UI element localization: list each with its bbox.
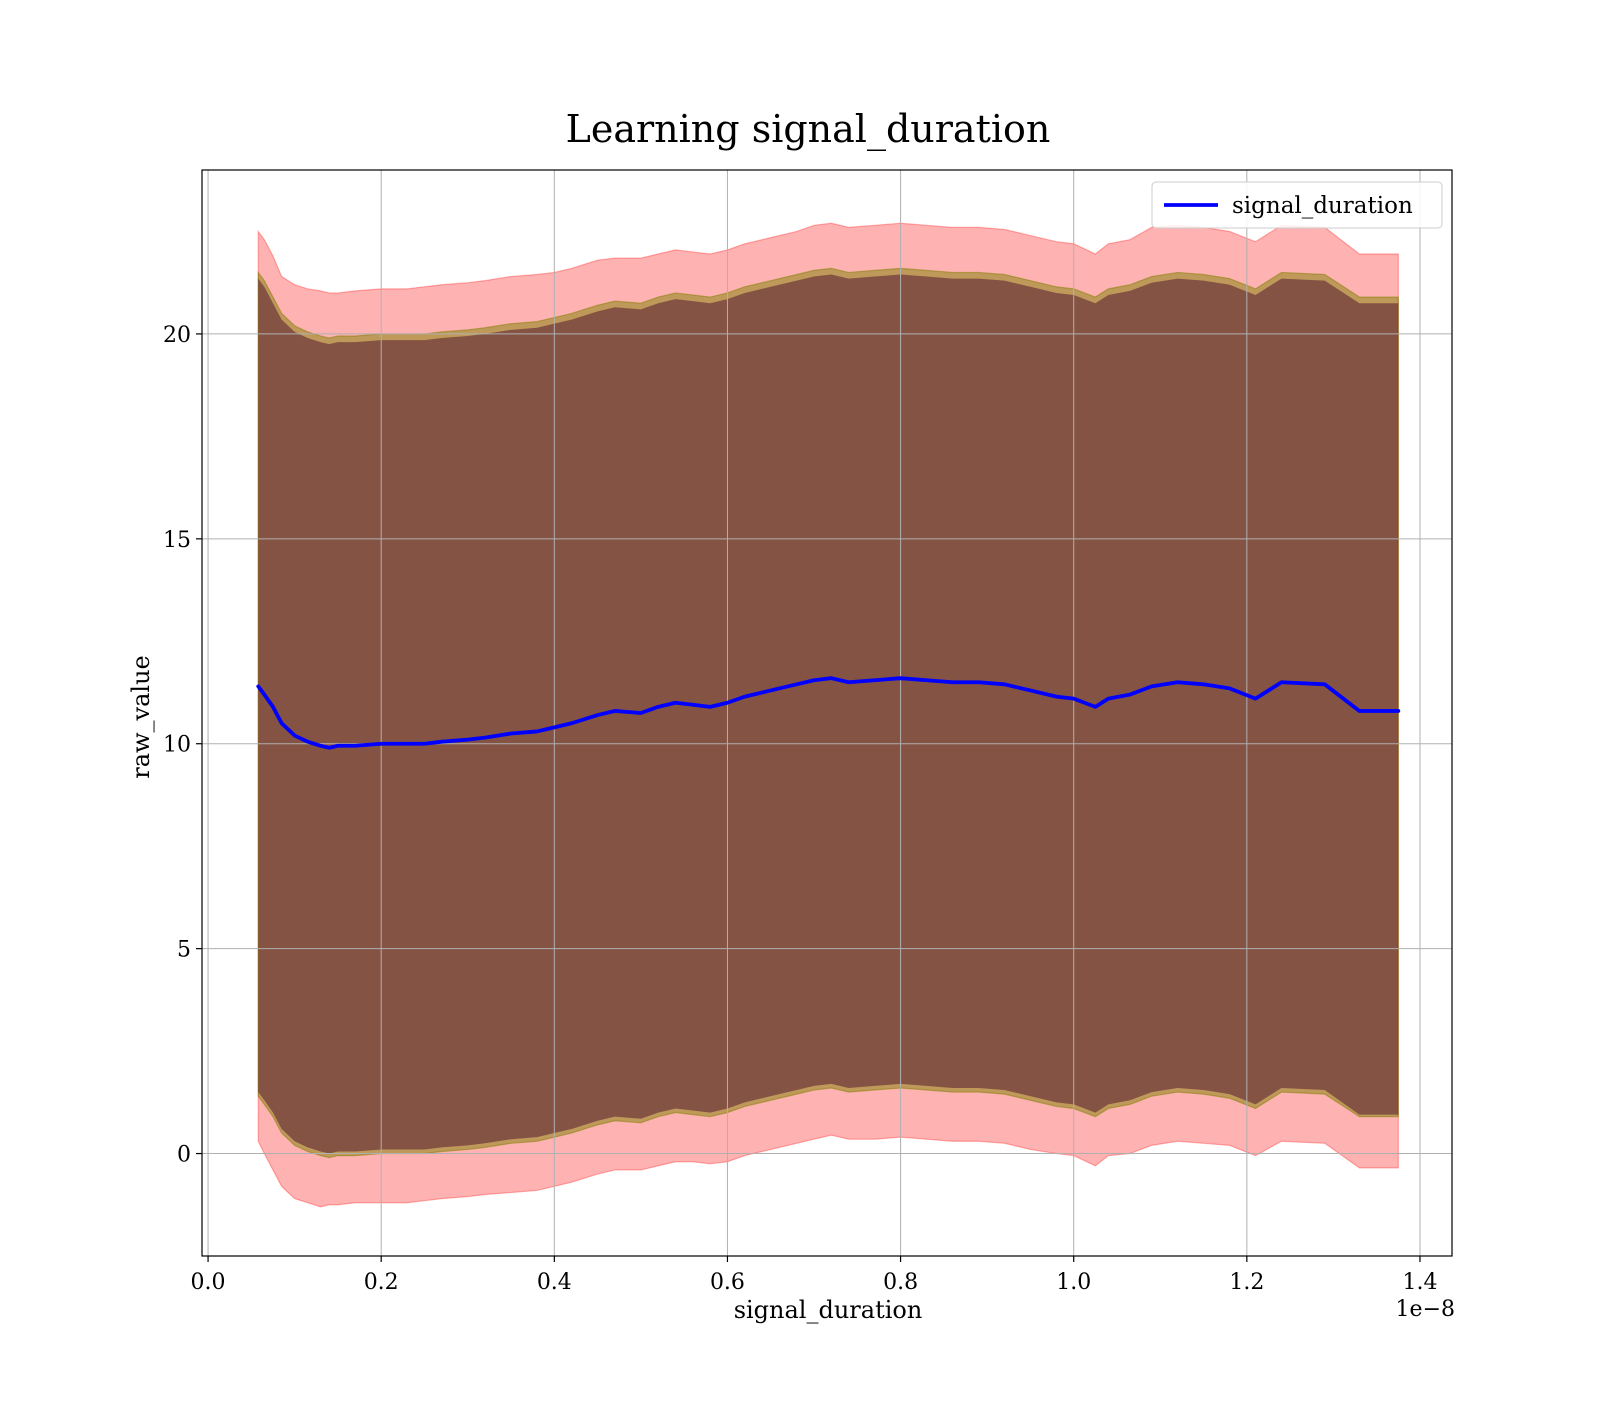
legend-box (1151, 181, 1443, 229)
axes-frame (201, 169, 1453, 1257)
x-tick-label: 0.0 (191, 1270, 226, 1295)
chart-legend: signal_duration (1151, 181, 1443, 229)
x-tick-label: 0.2 (364, 1270, 399, 1295)
x-axis-label: signal_duration (734, 1296, 923, 1324)
x-tick-label: 0.6 (710, 1270, 745, 1295)
y-tick-label: 10 (163, 733, 191, 758)
chart-title: Learning signal_duration (566, 107, 1051, 152)
y-tick-label: 20 (163, 323, 191, 348)
x-tick-label: 0.8 (883, 1270, 918, 1295)
x-tick-label: 0.4 (537, 1270, 572, 1295)
y-tick-label: 15 (163, 528, 191, 553)
legend-label-signal-duration: signal_duration (1232, 193, 1413, 219)
inner-confidence-band (258, 274, 1399, 1154)
x-tick-label: 1.2 (1229, 1270, 1264, 1295)
x-tick-label: 1.0 (1056, 1270, 1091, 1295)
x-axis-offset-label: 1e−8 (1396, 1297, 1455, 1322)
y-tick-label: 0 (177, 1143, 191, 1168)
plot-area: 0.0 0.2 0.4 0.6 0.8 1.0 1.2 1.4 0 5 10 15 20 signal_d… (163, 169, 1453, 1295)
series-line-signal-duration (256, 676, 1401, 750)
y-tick-label: 5 (177, 938, 191, 963)
x-tick-label: 1.4 (1402, 1270, 1437, 1295)
y-axis-label: raw_value (127, 655, 155, 779)
